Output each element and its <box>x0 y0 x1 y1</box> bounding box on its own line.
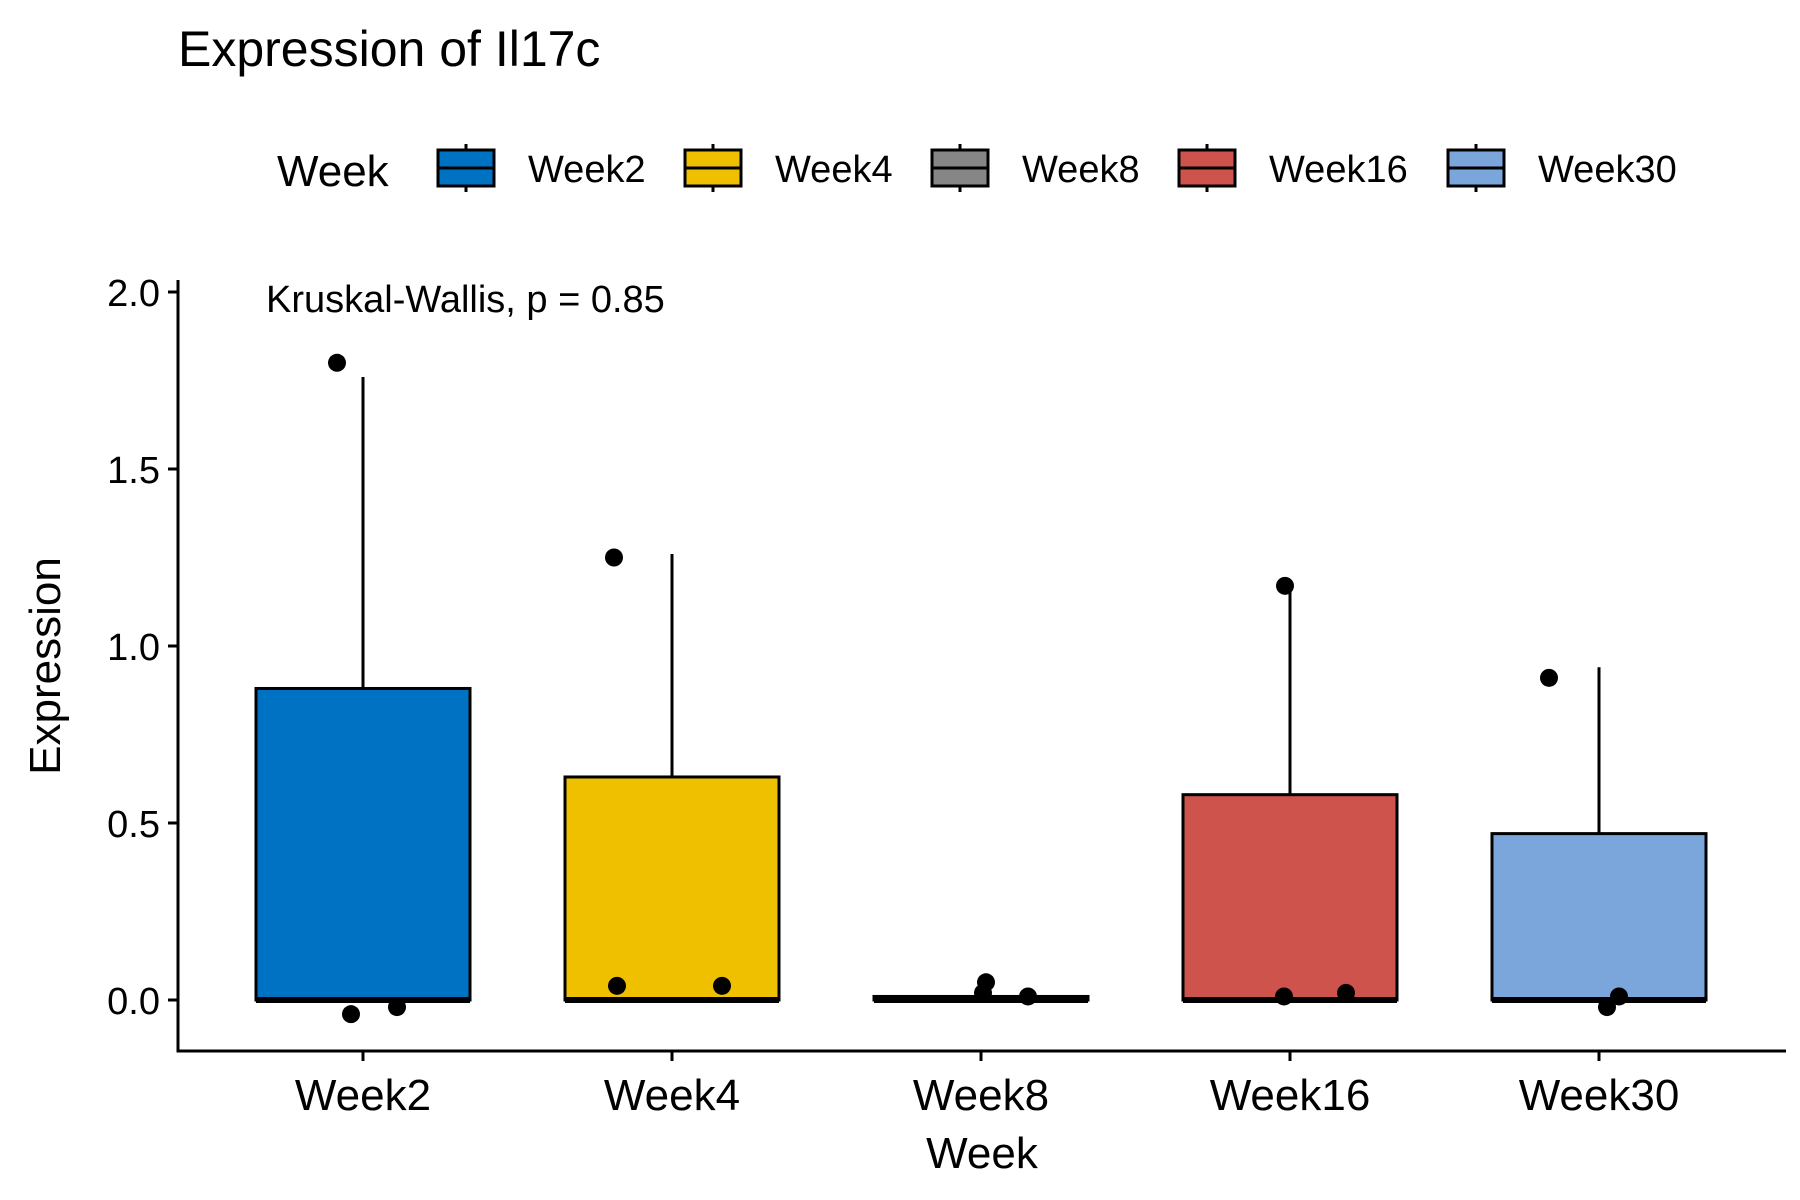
box-body <box>563 775 781 1002</box>
data-point <box>328 353 346 372</box>
legend-item-week8: Week8 <box>930 144 1140 192</box>
legend-item-week16: Week16 <box>1177 144 1408 192</box>
data-point <box>1276 576 1294 595</box>
chart-title: Expression of Il17c <box>178 21 600 77</box>
legend-title: Week <box>277 147 390 196</box>
legend-label: Week16 <box>1269 149 1408 191</box>
data-point <box>1598 998 1616 1017</box>
y-tick-label: 2.0 <box>107 273 160 315</box>
box-week30 <box>1490 667 1708 1003</box>
data-point <box>608 976 626 995</box>
data-point <box>388 998 406 1017</box>
legend-item-week2: Week2 <box>436 144 646 192</box>
data-point <box>1610 987 1628 1006</box>
legend-item-week30: Week30 <box>1446 144 1677 192</box>
y-tick-label: 0.5 <box>107 804 160 846</box>
legend-label: Week2 <box>528 149 646 191</box>
box-body <box>254 686 472 1002</box>
x-tick-label: Week2 <box>295 1071 431 1120</box>
legend-label: Week4 <box>775 149 893 191</box>
legend-label: Week8 <box>1022 149 1140 191</box>
x-axis-label: Week <box>926 1129 1039 1178</box>
y-tick-label: 0.0 <box>107 981 160 1023</box>
y-axis-label: Expression <box>21 557 70 775</box>
x-tick-label: Week8 <box>913 1071 1049 1120</box>
box-week2 <box>254 376 472 1003</box>
legend-label: Week30 <box>1538 149 1677 191</box>
box-body <box>1181 793 1399 1002</box>
plot-area: 0.0 0.5 1.0 1.5 2.0 Week2 Week4 Week8 Week16 Wee… <box>107 273 1786 1120</box>
x-tick-label: Week4 <box>604 1071 740 1120</box>
data-point <box>1019 987 1037 1006</box>
data-point <box>342 1005 360 1024</box>
box-body <box>1490 832 1708 1002</box>
x-tick-label: Week30 <box>1519 1071 1680 1120</box>
box-week4 <box>563 553 781 1003</box>
data-point <box>605 548 623 567</box>
kruskal-wallis-annotation: Kruskal-Wallis, p = 0.85 <box>266 279 665 321</box>
y-tick-label: 1.5 <box>107 450 160 492</box>
box-week16 <box>1181 589 1399 1003</box>
data-point <box>1540 668 1558 687</box>
data-point <box>1337 983 1355 1002</box>
x-tick-label: Week16 <box>1210 1071 1371 1120</box>
legend: Week Week2 Week4 Week8 Week16 Week30 <box>277 144 1677 196</box>
legend-item-week4: Week4 <box>683 144 893 192</box>
data-point <box>974 983 992 1002</box>
data-point <box>1275 987 1293 1006</box>
data-point <box>713 976 731 995</box>
y-tick-label: 1.0 <box>107 627 160 669</box>
